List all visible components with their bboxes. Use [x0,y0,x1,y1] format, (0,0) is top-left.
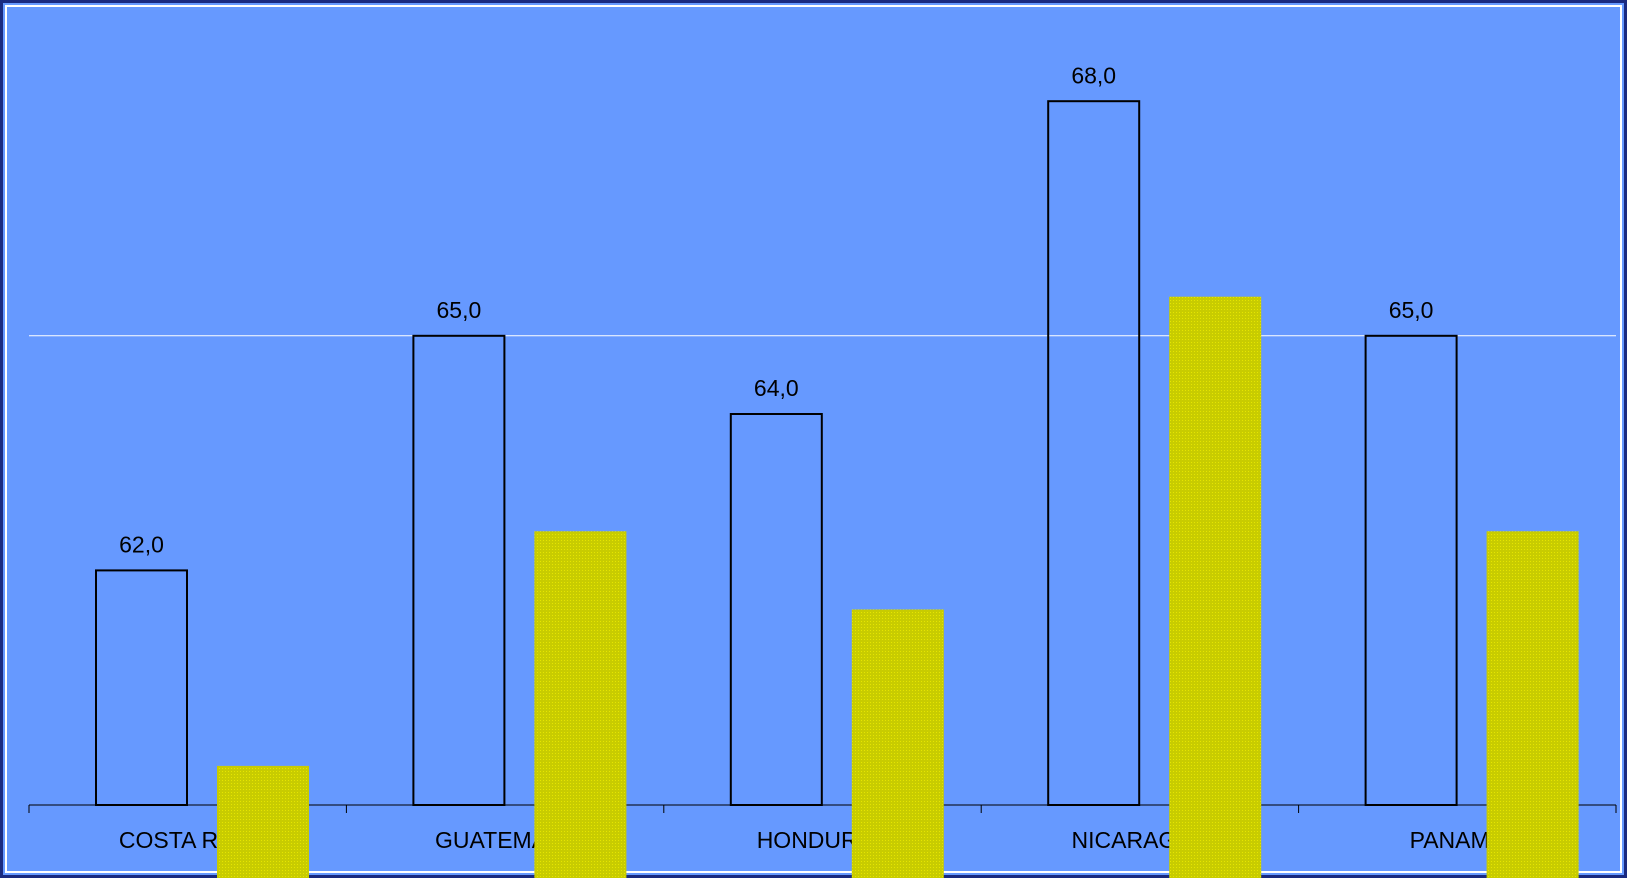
bar [534,531,627,878]
data-label: 65,0 [1389,297,1434,323]
bar [217,765,309,878]
bar [1486,531,1579,878]
data-label: 68,0 [1071,62,1116,88]
data-label: 62,0 [119,531,164,557]
inner-frame [5,5,1622,873]
data-label: 65,0 [437,297,482,323]
data-label: 64,0 [754,375,799,401]
bar [1169,296,1262,878]
bar [851,609,944,878]
